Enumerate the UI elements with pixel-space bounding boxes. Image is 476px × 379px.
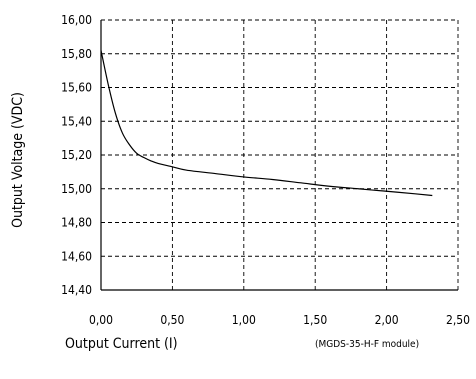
y-tick-label: 15,80 <box>61 47 92 61</box>
y-tick-label: 14,60 <box>61 249 92 263</box>
series-line <box>100 50 433 197</box>
x-tick-label: 0,00 <box>89 313 113 327</box>
y-tick-label: 15,40 <box>61 114 92 128</box>
axes <box>100 20 458 291</box>
y-tick-label: 16,00 <box>61 13 92 27</box>
y-tick-label: 14,80 <box>61 216 92 230</box>
y-tick-label: 15,20 <box>61 148 92 162</box>
y-tick-label: 15,60 <box>61 81 92 95</box>
series <box>100 50 433 197</box>
x-tick-label: 1,00 <box>232 313 256 327</box>
grid <box>101 19 459 290</box>
x-tick-label: 0,50 <box>160 313 184 327</box>
tick-labels: 0,00 0,50 1,00 1,50 2,00 2,50 14,40 14,60 14,80 1… <box>61 13 470 327</box>
y-tick-label: 15,00 <box>61 182 92 196</box>
x-tick-label: 1,50 <box>303 313 327 327</box>
y-axis-label: Output Voltage (VDC) <box>10 92 26 228</box>
y-tick-label: 14,40 <box>61 283 92 297</box>
module-annotation: (MGDS-35-H-F module) <box>315 339 419 350</box>
x-tick-label: 2,50 <box>446 313 470 327</box>
x-axis-label: Output Current (I) <box>65 336 178 352</box>
x-tick-label: 2,00 <box>375 313 399 327</box>
